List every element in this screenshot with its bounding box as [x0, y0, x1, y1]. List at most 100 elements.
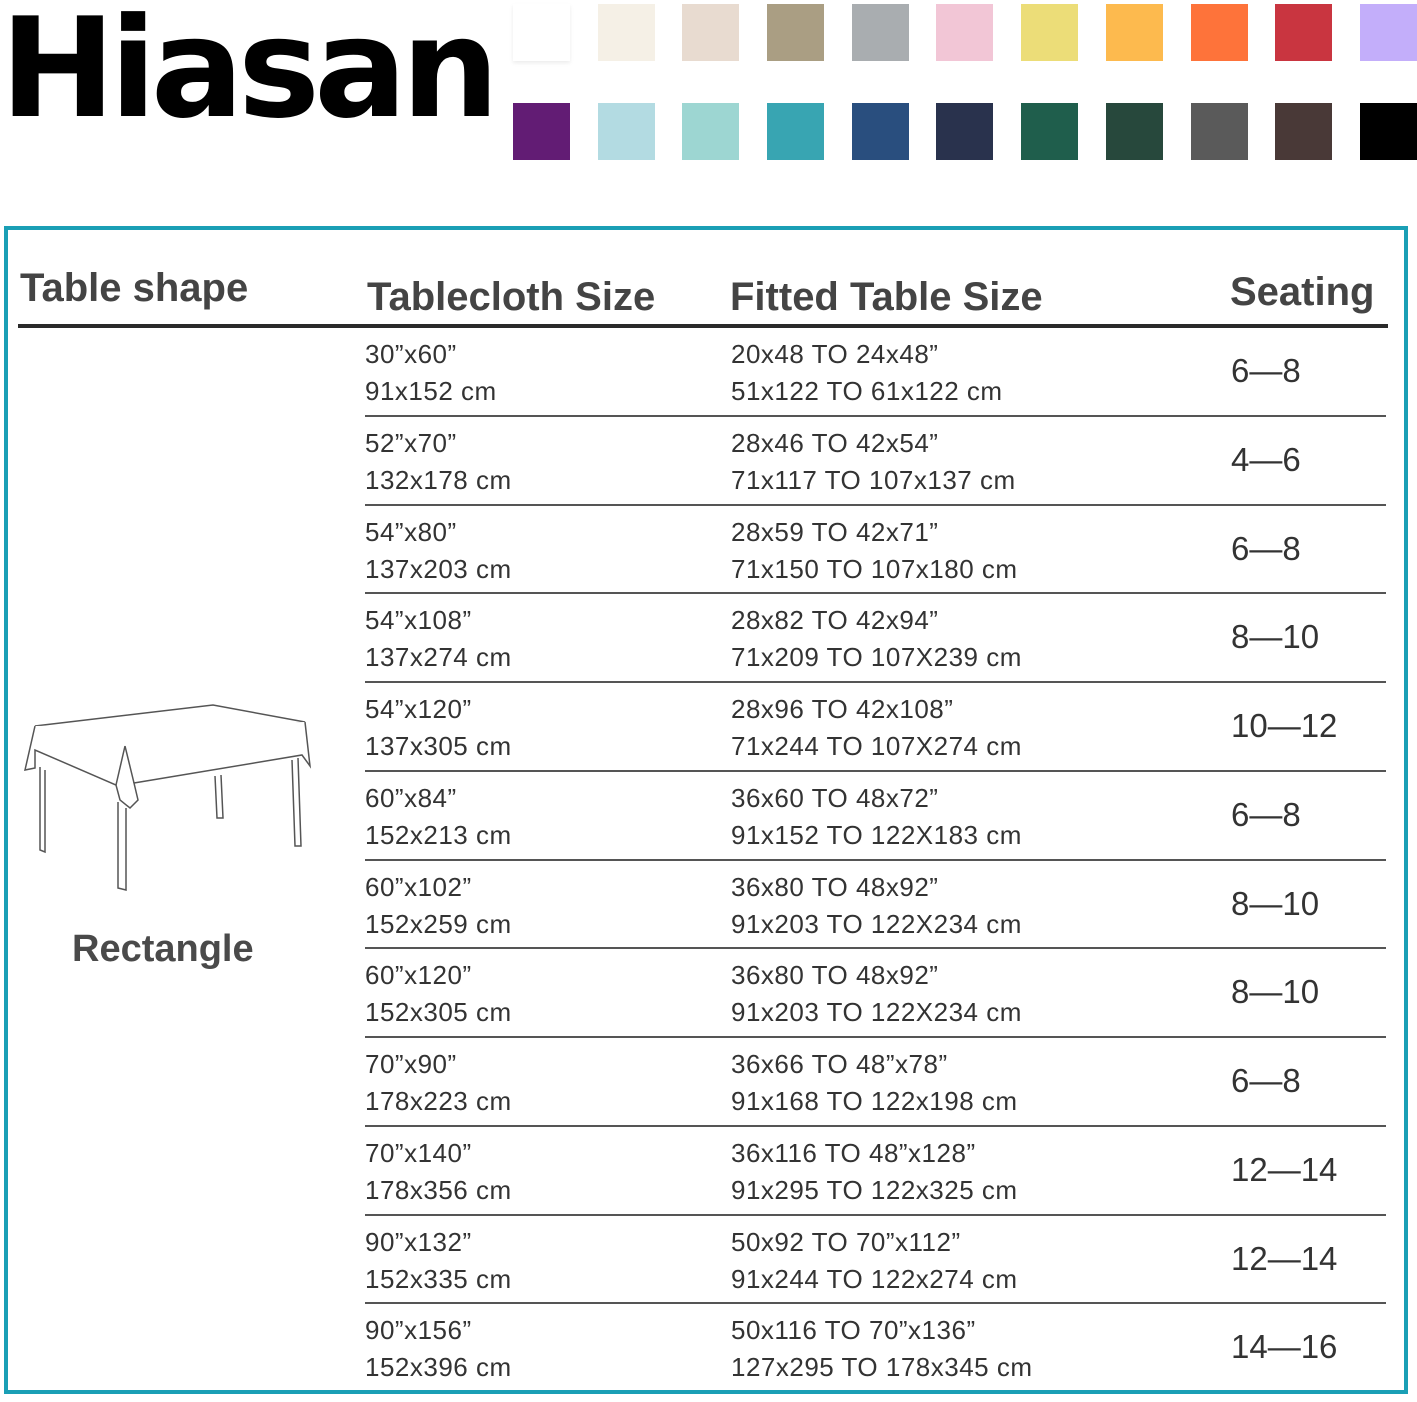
size-cm: 152x335 cm [365, 1263, 512, 1294]
tablecloth-size: 90”x156” 152x396 cm [365, 1312, 512, 1386]
seating: 10—12 [1231, 707, 1338, 744]
seating: 8—10 [1231, 618, 1320, 656]
table-row: 60”x120” 152x305 cm 36x80 TO 48x92” 91x203… [365, 949, 1386, 1038]
size-inches: 60”x102” [365, 871, 472, 902]
fitted-inches: 36x116 TO 48”x128” [731, 1137, 976, 1168]
color-swatch [767, 4, 825, 61]
size-inches: 54”x120” [365, 694, 472, 724]
size-inches: 90”x156” [365, 1315, 472, 1346]
table-row: 54”x120” 137x305 cm 28x96 TO 42x108” 71x24… [365, 683, 1386, 772]
tablecloth-size: 90”x132” 152x335 cm [365, 1224, 512, 1298]
fitted-inches: 50x116 TO 70”x136” [731, 1315, 976, 1346]
tablecloth-size: 52”x70” 132x178 cm [365, 425, 512, 499]
table-row: 70”x90” 178x223 cm 36x66 TO 48”x78” 91x168… [365, 1038, 1386, 1127]
seating: 8—10 [1231, 973, 1320, 1011]
fitted-cm: 91x244 TO 122x274 cm [731, 1263, 1018, 1294]
size-inches: 70”x90” [365, 1049, 457, 1079]
fitted-table-size: 36x80 TO 48x92” 91x203 TO 122X234 cm [731, 957, 1022, 1031]
tablecloth-size: 60”x84” 152x213 cm [365, 780, 512, 854]
fitted-cm: 71x209 TO 107X239 cm [731, 642, 1022, 673]
fitted-cm: 91x203 TO 122X234 cm [731, 908, 1022, 939]
fitted-cm: 51x122 TO 61x122 cm [731, 376, 1003, 406]
color-swatches [513, 4, 1417, 160]
table-row: 54”x108” 137x274 cm 28x82 TO 42x94” 71x209… [365, 594, 1386, 683]
fitted-table-size: 36x116 TO 48”x128” 91x295 TO 122x325 cm [731, 1135, 1018, 1209]
table-row: 52”x70” 132x178 cm 28x46 TO 42x54” 71x117 … [365, 417, 1386, 506]
table-row: 30”x60” 91x152 cm 20x48 TO 24x48” 51x122 T… [365, 328, 1386, 417]
tablecloth-size: 60”x102” 152x259 cm [365, 869, 512, 943]
size-inches: 60”x120” [365, 960, 472, 991]
color-swatch [1105, 4, 1163, 61]
table-row: 60”x84” 152x213 cm 36x60 TO 48x72” 91x152 … [365, 772, 1386, 861]
header-fitted-table-size: Fitted Table Size [730, 275, 1043, 319]
color-swatch [682, 4, 740, 61]
tablecloth-size: 60”x120” 152x305 cm [365, 957, 512, 1031]
color-swatch [597, 4, 655, 61]
color-swatch [1275, 4, 1333, 61]
color-swatch [1275, 103, 1333, 160]
header-table-shape: Table shape [20, 266, 249, 310]
header-divider [18, 324, 1388, 328]
color-swatch [767, 103, 825, 160]
color-swatch [1190, 103, 1248, 160]
fitted-inches: 36x80 TO 48x92” [731, 871, 939, 902]
fitted-cm: 91x168 TO 122x198 cm [731, 1086, 1018, 1116]
seating: 6—8 [1231, 1062, 1301, 1099]
color-swatch [597, 103, 655, 160]
fitted-cm: 91x152 TO 122X183 cm [731, 819, 1022, 850]
fitted-table-size: 50x116 TO 70”x136” 127x295 TO 178x345 cm [731, 1312, 1033, 1386]
fitted-inches: 36x60 TO 48x72” [731, 782, 939, 813]
size-cm: 137x305 cm [365, 731, 512, 761]
fitted-cm: 71x244 TO 107X274 cm [731, 731, 1022, 761]
color-swatch [513, 103, 570, 160]
size-cm: 137x274 cm [365, 642, 512, 673]
shape-label: Rectangle [72, 928, 254, 970]
size-cm: 137x203 cm [365, 553, 512, 584]
size-inches: 52”x70” [365, 427, 457, 458]
fitted-inches: 28x59 TO 42x71” [731, 516, 939, 547]
color-swatch [1021, 103, 1079, 160]
fitted-table-size: 20x48 TO 24x48” 51x122 TO 61x122 cm [731, 336, 1003, 410]
tablecloth-size: 70”x140” 178x356 cm [365, 1135, 512, 1209]
size-inches: 54”x108” [365, 605, 472, 636]
fitted-cm: 127x295 TO 178x345 cm [731, 1352, 1033, 1383]
fitted-inches: 28x46 TO 42x54” [731, 427, 939, 458]
table-row: 70”x140” 178x356 cm 36x116 TO 48”x128” 91x… [365, 1127, 1386, 1216]
size-cm: 152x396 cm [365, 1352, 512, 1383]
tablecloth-size: 54”x108” 137x274 cm [365, 602, 512, 676]
color-swatch [1021, 4, 1079, 61]
size-cm: 178x223 cm [365, 1086, 512, 1116]
tablecloth-size: 54”x120” 137x305 cm [365, 691, 512, 765]
color-swatch [851, 103, 909, 160]
tablecloth-size: 54”x80” 137x203 cm [365, 514, 512, 588]
tablecloth-size: 70”x90” 178x223 cm [365, 1046, 512, 1120]
color-swatch [1105, 103, 1163, 160]
color-swatch [1190, 4, 1248, 61]
size-inches: 60”x84” [365, 782, 457, 813]
fitted-table-size: 36x60 TO 48x72” 91x152 TO 122X183 cm [731, 780, 1022, 854]
fitted-inches: 36x80 TO 48x92” [731, 960, 939, 991]
tablecloth-size: 30”x60” 91x152 cm [365, 336, 497, 410]
fitted-cm: 71x117 TO 107x137 cm [731, 464, 1016, 495]
brand-logo: Hiasan [0, 0, 499, 149]
fitted-inches: 36x66 TO 48”x78” [731, 1049, 948, 1079]
color-swatch [513, 4, 570, 61]
table-row: 90”x132” 152x335 cm 50x92 TO 70”x112” 91x2… [365, 1216, 1386, 1305]
fitted-table-size: 36x80 TO 48x92” 91x203 TO 122X234 cm [731, 869, 1022, 943]
table-row: 60”x102” 152x259 cm 36x80 TO 48x92” 91x203… [365, 861, 1386, 950]
fitted-table-size: 28x46 TO 42x54” 71x117 TO 107x137 cm [731, 425, 1016, 499]
fitted-table-size: 28x96 TO 42x108” 71x244 TO 107X274 cm [731, 691, 1022, 765]
size-cm: 178x356 cm [365, 1174, 512, 1205]
header-tablecloth-size: Tablecloth Size [367, 275, 656, 319]
color-swatch [936, 4, 994, 61]
seating: 4—6 [1231, 440, 1301, 478]
fitted-table-size: 50x92 TO 70”x112” 91x244 TO 122x274 cm [731, 1224, 1018, 1298]
seating: 6—8 [1231, 352, 1301, 389]
color-swatch [936, 103, 994, 160]
size-cm: 152x259 cm [365, 908, 512, 939]
rectangle-table-icon [24, 704, 312, 891]
seating: 8—10 [1231, 884, 1320, 922]
size-inches: 90”x132” [365, 1226, 472, 1257]
size-inches: 70”x140” [365, 1137, 472, 1168]
color-swatch [851, 4, 909, 61]
